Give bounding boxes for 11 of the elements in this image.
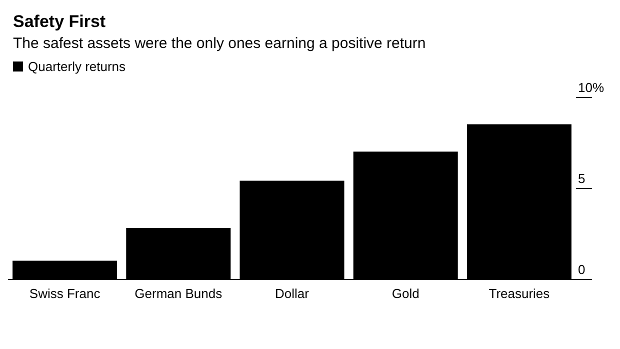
x-tick-label: Gold [392,286,420,301]
y-tick-label: 10% [578,80,604,95]
y-tick-label: 0 [578,262,586,277]
chart-subtitle: The safest assets were the only ones earning a positive return [13,35,426,52]
legend-label: Quarterly returns [28,59,126,74]
x-tick-label: Dollar [275,286,310,301]
x-tick-label: Treasuries [488,286,550,301]
x-tick-label: Swiss Franc [29,286,101,301]
y-tick-label: 5 [578,171,586,186]
chart-title: Safety First [13,12,106,31]
x-tick-label: German Bunds [134,286,223,301]
